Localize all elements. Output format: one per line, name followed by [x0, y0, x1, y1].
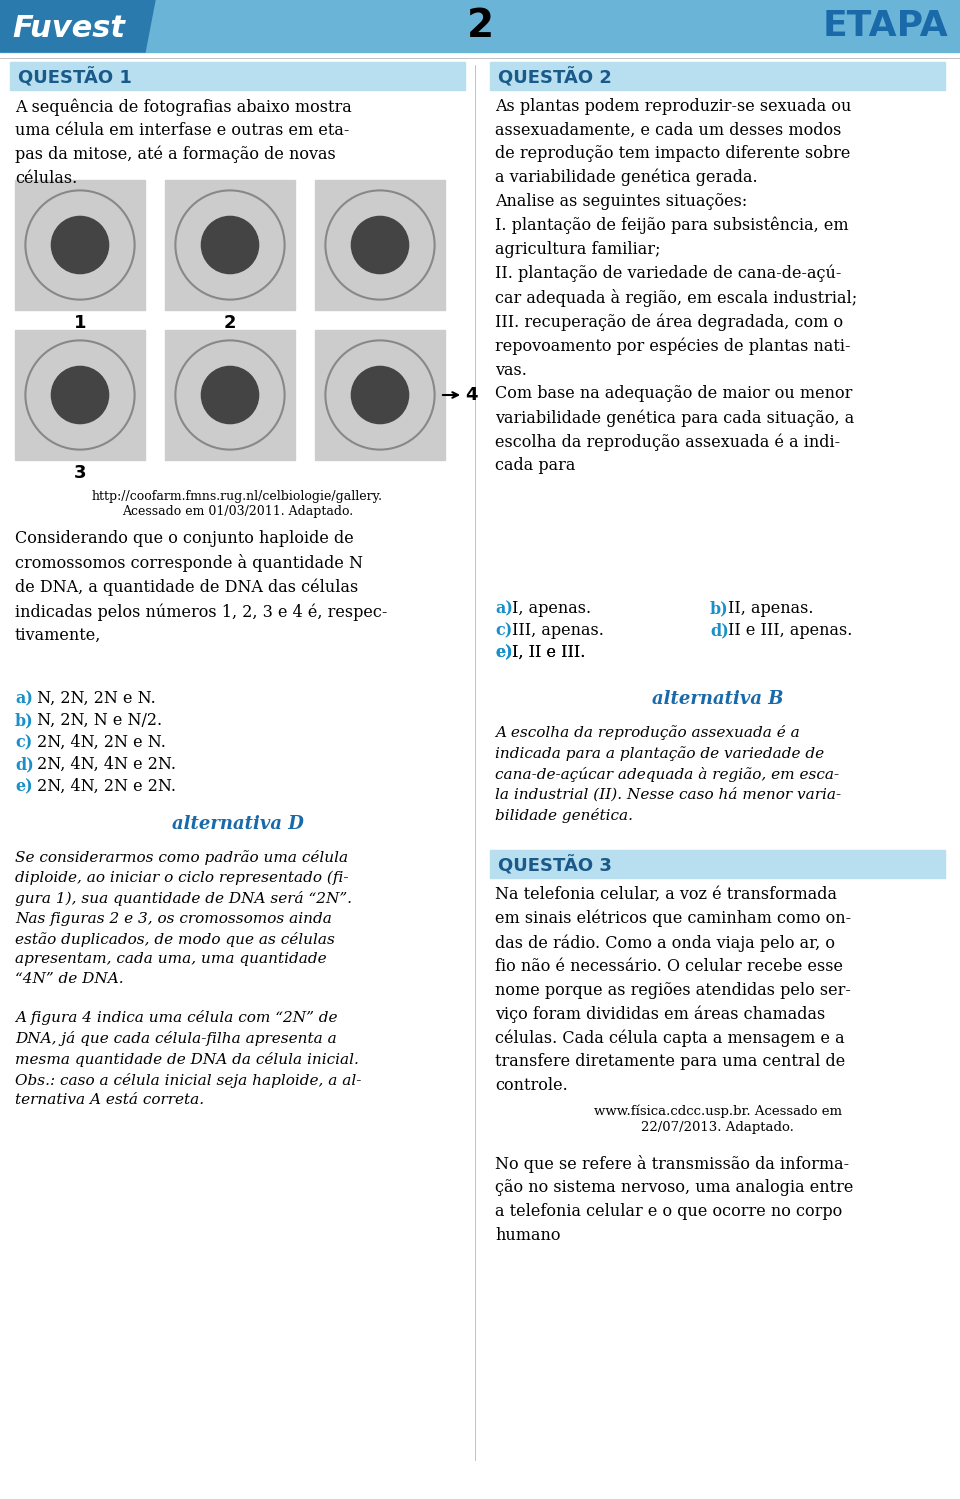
Text: alternativa D: alternativa D	[172, 815, 303, 833]
Bar	[0, 0, 960, 52]
Text: alternativa B: alternativa B	[652, 690, 783, 708]
Text: 2N, 4N, 4N e 2N.: 2N, 4N, 4N e 2N.	[32, 755, 176, 773]
Text: Considerando que o conjunto haploide de
cromossomos corresponde à quantidade N
d: Considerando que o conjunto haploide de …	[15, 531, 388, 645]
Text: QUESTÃO 2: QUESTÃO 2	[498, 69, 612, 88]
Text: a): a)	[495, 600, 513, 618]
Text: I, II e III.: I, II e III.	[512, 645, 586, 661]
Text: 2: 2	[224, 313, 236, 331]
Text: e): e)	[15, 778, 33, 794]
Circle shape	[202, 366, 258, 424]
Text: QUESTÃO 1: QUESTÃO 1	[18, 69, 132, 88]
Bar	[165, 330, 295, 460]
Text: 4: 4	[465, 387, 477, 405]
Text: c): c)	[15, 735, 33, 751]
Text: 1: 1	[74, 313, 86, 331]
Text: ETAPA: ETAPA	[823, 9, 948, 43]
Text: A figura 4 indica uma célula com “2N” de
DNA, já que cada célula-filha apresenta: A figura 4 indica uma célula com “2N” de…	[15, 1010, 361, 1108]
Text: http://coofarm.fmns.rug.nl/celbiologie/gallery.
Acessado em 01/03/2011. Adaptado: http://coofarm.fmns.rug.nl/celbiologie/g…	[92, 490, 383, 519]
Text: e): e)	[495, 645, 513, 661]
Circle shape	[351, 216, 409, 274]
Text: Se considerarmos como padrão uma célula
diploide, ao iniciar o ciclo representad: Se considerarmos como padrão uma célula …	[15, 850, 352, 985]
Bar	[490, 850, 945, 878]
Text: a): a)	[15, 690, 33, 708]
Text: www.física.cdcc.usp.br. Acessado em
22/07/2013. Adaptado.: www.física.cdcc.usp.br. Acessado em 22/0…	[593, 1105, 842, 1133]
Bar	[165, 180, 295, 310]
Text: Fuvest: Fuvest	[12, 13, 125, 42]
Text: II, apenas.: II, apenas.	[728, 600, 813, 618]
Bar	[315, 330, 445, 460]
Text: I, apenas.: I, apenas.	[512, 600, 591, 618]
Polygon shape	[0, 0, 155, 52]
Text: 3: 3	[74, 465, 86, 483]
Text: As plantas podem reproduzir-se sexuada ou
assexuadamente, e cada um desses modos: As plantas podem reproduzir-se sexuada o…	[495, 97, 857, 474]
Bar	[315, 180, 445, 310]
Bar	[15, 330, 145, 460]
Bar	[15, 180, 145, 310]
Text: d): d)	[15, 755, 34, 773]
Text: 2N, 4N, 2N e N.: 2N, 4N, 2N e N.	[32, 735, 166, 751]
Text: QUESTÃO 3: QUESTÃO 3	[498, 856, 612, 875]
Text: 2: 2	[467, 7, 493, 45]
Text: b): b)	[710, 600, 729, 618]
Circle shape	[52, 366, 108, 424]
Circle shape	[202, 216, 258, 274]
Text: c): c)	[495, 622, 513, 639]
Text: 2N, 4N, 2N e 2N.: 2N, 4N, 2N e 2N.	[32, 778, 176, 794]
Text: e): e)	[495, 645, 513, 661]
Text: Na telefonia celular, a voz é transformada
em sinais elétricos que caminham como: Na telefonia celular, a voz é transforma…	[495, 886, 852, 1094]
Text: A escolha da reprodução assexuada é a
indicada para a plantação de variedade de
: A escolha da reprodução assexuada é a in…	[495, 726, 841, 823]
Bar	[490, 61, 945, 90]
Text: d): d)	[710, 622, 729, 639]
Text: b): b)	[15, 712, 34, 729]
Text: N, 2N, 2N e N.: N, 2N, 2N e N.	[32, 690, 156, 708]
Text: N, 2N, N e N/2.: N, 2N, N e N/2.	[32, 712, 162, 729]
Circle shape	[52, 216, 108, 274]
Text: No que se refere à transmissão da informa-
ção no sistema nervoso, uma analogia : No que se refere à transmissão da inform…	[495, 1156, 853, 1244]
Text: II e III, apenas.: II e III, apenas.	[728, 622, 852, 639]
Text: A sequência de fotografias abaixo mostra
uma célula em interfase e outras em eta: A sequência de fotografias abaixo mostra…	[15, 97, 351, 187]
Circle shape	[351, 366, 409, 424]
Text: I, II e III.: I, II e III.	[512, 645, 586, 661]
Text: III, apenas.: III, apenas.	[512, 622, 604, 639]
Bar	[10, 61, 465, 90]
